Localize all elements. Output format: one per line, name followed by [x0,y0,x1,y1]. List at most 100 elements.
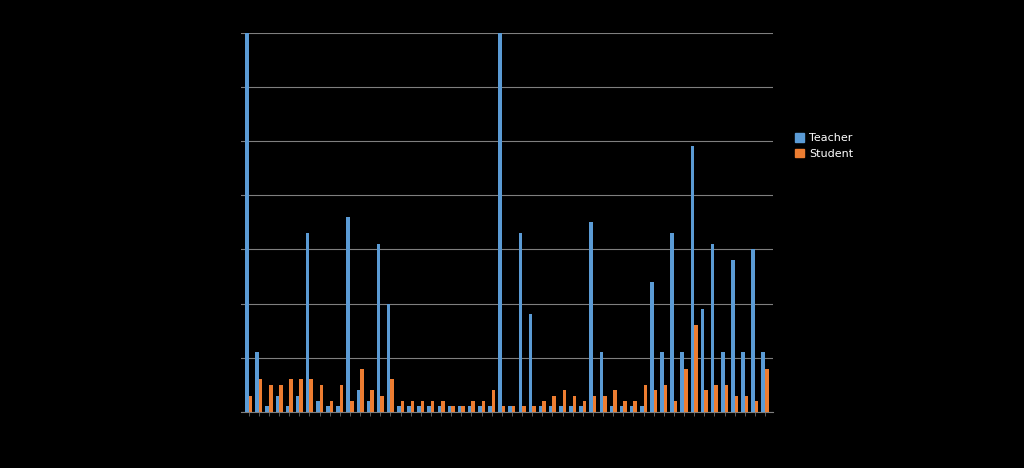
Bar [265,406,269,412]
Bar [522,406,525,412]
Bar [468,406,471,412]
Bar [316,401,319,412]
Bar [725,385,728,412]
Bar [518,233,522,412]
Bar [624,401,627,412]
Bar [346,217,350,412]
Bar [390,380,394,412]
Bar [572,395,577,412]
Bar [634,401,637,412]
Bar [481,401,485,412]
Bar [653,390,657,412]
Bar [458,406,462,412]
Bar [593,395,596,412]
Bar [752,249,755,412]
Bar [296,395,299,412]
Bar [299,380,303,412]
Bar [734,395,738,412]
Bar [502,406,506,412]
Bar [447,406,452,412]
Bar [397,406,400,412]
Bar [562,390,566,412]
Bar [408,406,411,412]
Bar [249,395,252,412]
Bar [660,352,664,412]
Bar [599,352,603,412]
Bar [431,401,434,412]
Bar [590,222,593,412]
Bar [380,395,384,412]
Bar [549,406,552,412]
Bar [492,390,496,412]
Bar [478,406,481,412]
Bar [609,406,613,412]
Bar [569,406,572,412]
Bar [356,390,360,412]
Bar [289,380,293,412]
Bar [640,406,643,412]
Bar [715,385,718,412]
Bar [630,406,634,412]
Bar [643,385,647,412]
Bar [711,244,715,412]
Legend: Teacher, Student: Teacher, Student [795,133,853,159]
Bar [360,368,364,412]
Bar [765,368,769,412]
Bar [400,401,404,412]
Bar [441,401,444,412]
Bar [327,406,330,412]
Bar [340,385,343,412]
Bar [245,33,249,412]
Bar [741,352,744,412]
Bar [350,401,353,412]
Bar [694,325,697,412]
Bar [664,385,668,412]
Bar [532,406,536,412]
Bar [336,406,340,412]
Bar [603,395,606,412]
Bar [269,385,272,412]
Bar [411,401,415,412]
Bar [552,395,556,412]
Bar [255,352,259,412]
Bar [528,314,532,412]
Bar [681,352,684,412]
Bar [721,352,725,412]
Bar [330,401,333,412]
Bar [319,385,324,412]
Bar [437,406,441,412]
Bar [671,233,674,412]
Bar [387,304,390,412]
Bar [613,390,616,412]
Bar [452,406,455,412]
Bar [690,146,694,412]
Bar [539,406,543,412]
Bar [684,368,687,412]
Bar [705,390,708,412]
Bar [620,406,624,412]
Bar [471,401,475,412]
Bar [744,395,749,412]
Bar [583,401,587,412]
Bar [559,406,562,412]
Bar [762,352,765,412]
Bar [286,406,289,412]
Bar [259,380,262,412]
Bar [674,401,678,412]
Bar [309,380,313,412]
Bar [462,406,465,412]
Bar [377,244,380,412]
Bar [543,401,546,412]
Bar [280,385,283,412]
Bar [512,406,515,412]
Bar [367,401,371,412]
Bar [421,401,424,412]
Bar [650,282,653,412]
Bar [755,401,759,412]
Bar [488,406,492,412]
Bar [700,309,705,412]
Bar [371,390,374,412]
Bar [499,33,502,412]
Bar [275,395,280,412]
Bar [427,406,431,412]
